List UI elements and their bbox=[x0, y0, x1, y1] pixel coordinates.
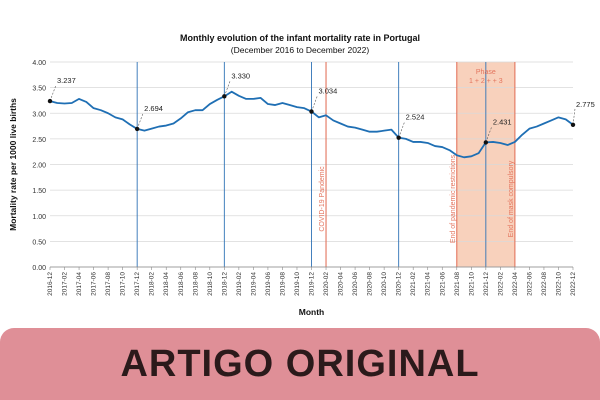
point-label-leader bbox=[485, 126, 493, 143]
y-tick-label: 2.50 bbox=[32, 137, 46, 144]
article-type-banner bbox=[0, 328, 600, 400]
x-tick-label: 2022-06 bbox=[526, 272, 533, 296]
y-tick-label: 4.00 bbox=[32, 60, 46, 67]
point-label-leader bbox=[224, 80, 231, 97]
point-label-leader bbox=[49, 84, 57, 102]
y-axis-label: Mortality rate per 1000 live births bbox=[8, 98, 18, 231]
x-tick-label: 2019-12 bbox=[309, 272, 316, 296]
y-tick-label: 2.00 bbox=[32, 163, 46, 170]
x-tick-label: 2020-12 bbox=[396, 272, 403, 296]
phase-label: Phase bbox=[476, 69, 496, 76]
x-tick-label: 2022-10 bbox=[555, 272, 562, 296]
x-tick-label: 2019-06 bbox=[265, 272, 272, 296]
x-tick-label: 2019-04 bbox=[250, 272, 257, 296]
event-label: End of pandemic restrictions bbox=[450, 154, 457, 243]
data-point-marker bbox=[47, 98, 53, 104]
x-tick-label: 2021-06 bbox=[439, 272, 446, 296]
x-tick-label: 2017-02 bbox=[62, 272, 69, 296]
data-point-marker bbox=[134, 126, 140, 132]
data-point-marker bbox=[396, 135, 401, 140]
event-label: COVID-19 Pandemic bbox=[319, 166, 326, 232]
x-tick-label: 2018-12 bbox=[221, 272, 228, 296]
x-tick-label: 2017-10 bbox=[120, 272, 127, 296]
point-value-label: 3.237 bbox=[57, 76, 76, 85]
x-tick-label: 2021-08 bbox=[454, 272, 461, 296]
x-tick-label: 2018-06 bbox=[178, 272, 185, 296]
point-value-label: 2.431 bbox=[493, 117, 512, 126]
x-tick-label: 2017-12 bbox=[134, 272, 141, 296]
x-tick-label: 2017-08 bbox=[105, 272, 112, 296]
x-tick-label: 2018-02 bbox=[149, 272, 156, 296]
point-value-label: 2.524 bbox=[406, 113, 425, 122]
x-tick-label: 2018-08 bbox=[192, 272, 199, 296]
point-value-label: 2.694 bbox=[144, 104, 163, 113]
chart-title: Monthly evolution of the infant mortalit… bbox=[180, 33, 420, 43]
y-tick-label: 3.50 bbox=[32, 86, 46, 93]
data-point-marker bbox=[222, 94, 227, 99]
x-tick-label: 2020-08 bbox=[367, 272, 374, 296]
x-tick-label: 2017-06 bbox=[91, 272, 98, 296]
point-value-label: 2.775 bbox=[576, 100, 595, 109]
x-tick-label: 2017-04 bbox=[76, 272, 83, 296]
y-tick-label: 0.00 bbox=[32, 265, 46, 272]
x-tick-label: 2022-04 bbox=[512, 272, 519, 296]
x-tick-label: 2022-12 bbox=[570, 272, 577, 296]
x-tick-label: 2016-12 bbox=[47, 272, 54, 296]
x-tick-label: 2019-02 bbox=[236, 272, 243, 296]
x-tick-label: 2021-12 bbox=[483, 272, 490, 296]
x-tick-label: 2020-10 bbox=[381, 272, 388, 296]
y-tick-label: 1.50 bbox=[32, 188, 46, 195]
x-tick-label: 2022-08 bbox=[541, 272, 548, 296]
point-value-label: 3.034 bbox=[319, 87, 338, 96]
point-label-leader bbox=[311, 95, 318, 112]
line-chart: 0.00 0.50 1.00 1.50 2.00 2.50 3.00 3.50 4.00 2016… bbox=[8, 33, 595, 317]
x-tick-label: 2019-10 bbox=[294, 272, 301, 296]
x-tick-label: 2021-02 bbox=[410, 272, 417, 296]
x-axis-label: Month bbox=[299, 307, 325, 317]
x-tick-label: 2020-06 bbox=[352, 272, 359, 296]
x-tick-label: 2021-10 bbox=[468, 272, 475, 296]
data-point-marker bbox=[309, 109, 314, 114]
phase-sublabel: 1 + 2 + + 3 bbox=[469, 78, 503, 85]
chart-subtitle: (December 2016 to December 2022) bbox=[231, 45, 370, 55]
data-point-marker bbox=[570, 122, 576, 127]
x-tick-label: 2022-02 bbox=[497, 272, 504, 296]
data-point-marker bbox=[483, 140, 489, 145]
x-tick-label: 2018-04 bbox=[163, 272, 170, 296]
point-label-leader bbox=[136, 112, 144, 130]
point-label-leader bbox=[572, 108, 576, 125]
point-label-leader bbox=[398, 121, 405, 138]
y-tick-label: 1.00 bbox=[32, 214, 46, 221]
x-tick-label: 2019-08 bbox=[279, 272, 286, 296]
y-tick-label: 0.50 bbox=[32, 239, 46, 246]
x-tick-label: 2020-04 bbox=[338, 272, 345, 296]
y-tick-label: 3.00 bbox=[32, 111, 46, 118]
x-tick-label: 2021-04 bbox=[425, 272, 432, 296]
article-type-label: ARTIGO ORIGINAL bbox=[120, 343, 480, 385]
point-value-label: 3.330 bbox=[231, 71, 250, 80]
event-label: End of mask compulsory bbox=[508, 160, 515, 237]
x-tick-label: 2018-10 bbox=[207, 272, 214, 296]
x-tick-label: 2020-02 bbox=[323, 272, 330, 296]
